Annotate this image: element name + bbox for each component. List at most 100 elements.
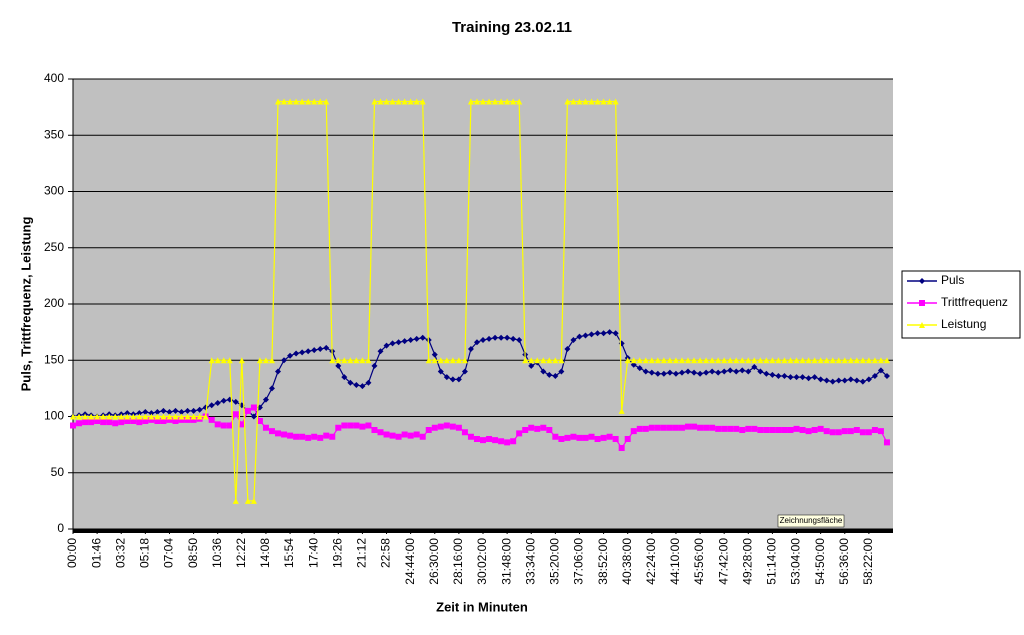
marker [281, 357, 288, 364]
marker [88, 419, 95, 426]
marker [443, 374, 450, 381]
marker [214, 357, 221, 364]
x-tick-label: 14:08 [258, 538, 272, 568]
marker [407, 432, 414, 439]
marker [528, 424, 535, 431]
marker [600, 98, 607, 105]
marker [660, 370, 667, 377]
y-tick-label: 400 [44, 71, 64, 85]
marker [407, 98, 414, 105]
marker [612, 436, 619, 442]
marker [745, 425, 752, 432]
marker [136, 410, 143, 417]
marker [238, 357, 245, 364]
marker [498, 334, 505, 341]
marker [172, 413, 179, 420]
marker [703, 369, 710, 376]
x-tick-label: 01:46 [89, 538, 103, 568]
marker [552, 373, 559, 379]
marker [100, 419, 107, 426]
marker [220, 397, 227, 404]
marker [419, 98, 426, 105]
marker [262, 424, 269, 431]
marker [172, 407, 179, 414]
marker [449, 423, 456, 430]
marker [703, 424, 710, 431]
marker [142, 418, 149, 424]
marker [94, 413, 101, 420]
x-tick-label: 15:54 [282, 538, 296, 568]
marker [473, 98, 480, 105]
marker [528, 357, 535, 364]
marker [124, 418, 131, 424]
marker [395, 433, 402, 440]
marker [709, 424, 716, 431]
x-tick-label: 51:14:00 [765, 538, 779, 585]
marker [757, 427, 764, 433]
marker [311, 347, 318, 354]
marker [865, 376, 872, 383]
marker [721, 368, 728, 375]
marker [395, 339, 402, 346]
marker [582, 332, 589, 339]
marker [389, 98, 396, 105]
marker [835, 377, 842, 384]
marker [256, 357, 263, 364]
x-tick-label: 42:24:00 [644, 538, 658, 585]
marker [148, 410, 155, 417]
marker [564, 98, 571, 105]
marker [377, 98, 384, 105]
marker [76, 420, 83, 427]
series-line [72, 406, 888, 450]
marker [492, 334, 499, 341]
marker [546, 427, 553, 433]
marker [100, 413, 107, 420]
x-tick-label: 00:00 [65, 538, 79, 568]
marker [118, 413, 125, 420]
marker [600, 434, 607, 441]
marker [799, 427, 806, 433]
marker [648, 357, 655, 364]
y-tick-label: 150 [44, 352, 64, 366]
marker [769, 357, 776, 364]
marker [811, 357, 818, 364]
marker [70, 422, 76, 429]
marker [709, 368, 716, 375]
marker [877, 367, 884, 374]
marker [323, 432, 330, 439]
marker [582, 98, 589, 105]
marker [437, 423, 444, 430]
marker [691, 369, 698, 376]
marker [172, 418, 179, 424]
marker [419, 433, 426, 440]
marker [431, 351, 438, 358]
marker [492, 437, 499, 444]
marker [793, 374, 800, 381]
marker [383, 98, 390, 105]
marker [564, 434, 571, 441]
marker [558, 357, 565, 364]
marker [281, 431, 288, 438]
marker [377, 348, 384, 355]
marker [401, 98, 408, 105]
marker [654, 424, 661, 431]
marker [769, 427, 776, 433]
marker [697, 357, 704, 364]
marker [76, 413, 83, 420]
marker [829, 378, 836, 385]
marker [250, 404, 257, 411]
marker [624, 436, 631, 442]
marker [805, 375, 812, 382]
marker [455, 357, 462, 364]
marker [546, 371, 553, 378]
marker [817, 357, 824, 364]
marker [498, 438, 505, 445]
marker [678, 357, 685, 364]
marker [184, 413, 191, 420]
marker [787, 357, 794, 364]
marker [871, 373, 878, 379]
marker [262, 357, 269, 364]
marker [317, 346, 324, 352]
marker [853, 377, 860, 384]
marker [389, 340, 396, 347]
